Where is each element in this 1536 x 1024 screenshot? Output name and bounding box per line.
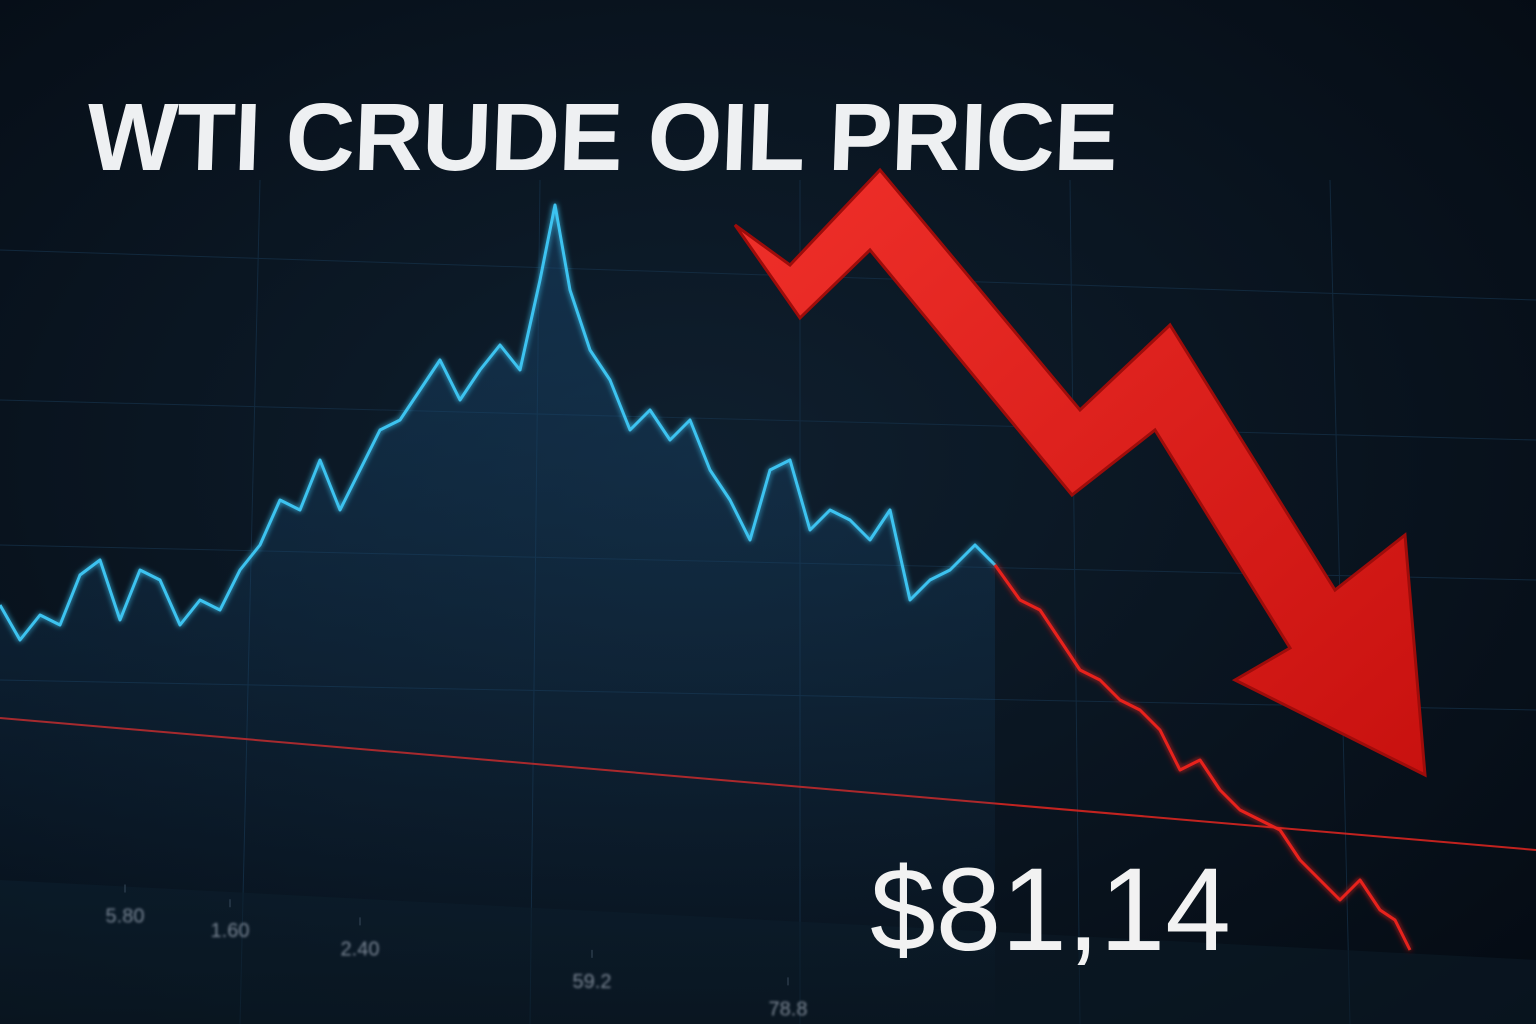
line-series xyxy=(993,564,1412,951)
line-area xyxy=(0,205,995,1024)
price-label: $81,14 xyxy=(870,844,1231,976)
plot: 5.801.602.4059.278.8 xyxy=(0,203,1412,1024)
line-series xyxy=(0,203,997,642)
down-arrow xyxy=(733,167,1427,778)
chart-title: WTI CRUDE OIL PRICE xyxy=(85,84,1119,191)
